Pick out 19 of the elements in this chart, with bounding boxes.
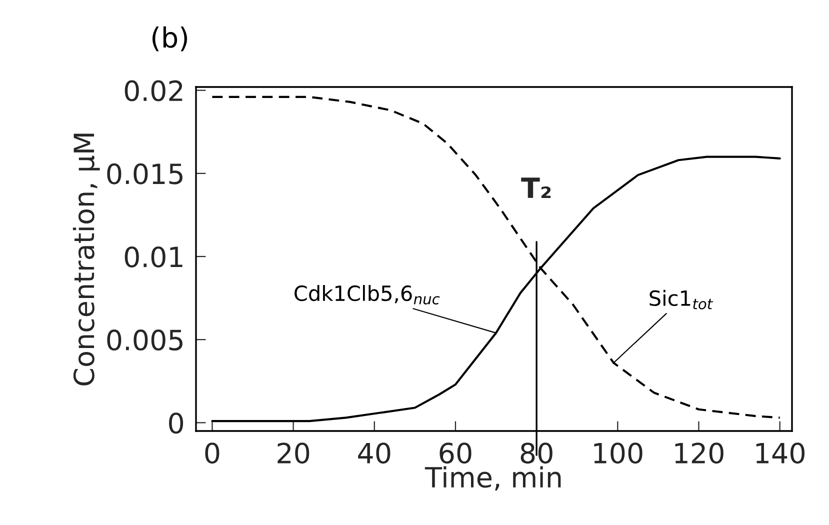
x-tick-label: 20 <box>278 442 310 464</box>
y-axis-title: Concentration, µM <box>72 134 100 386</box>
x-tick-label: 0 <box>205 442 220 464</box>
x-tick-label: 120 <box>675 442 724 464</box>
chart-title: (b) <box>152 26 188 52</box>
y-tick-label: 0.005 <box>107 330 182 351</box>
x-tick-label: 100 <box>594 442 642 464</box>
x-tick-label: 60 <box>440 442 472 464</box>
y-tick-label: 0.01 <box>124 246 182 268</box>
y-tick-label: 0.02 <box>124 80 182 102</box>
y-tick-label: 0 <box>169 412 184 434</box>
x-tick-label: 40 <box>358 442 390 464</box>
text: Sic1$_{tot}$ <box>650 290 714 310</box>
x-tick-label: 140 <box>756 442 804 464</box>
text: Cdk1Clb5,6$_{nuc}$ <box>294 285 440 304</box>
x-tick-label: 80 <box>520 442 552 464</box>
ref-line-label: T₂ <box>521 178 551 198</box>
y-tick-label: 0.015 <box>107 163 182 184</box>
x-axis-title: Time, min <box>424 466 561 491</box>
